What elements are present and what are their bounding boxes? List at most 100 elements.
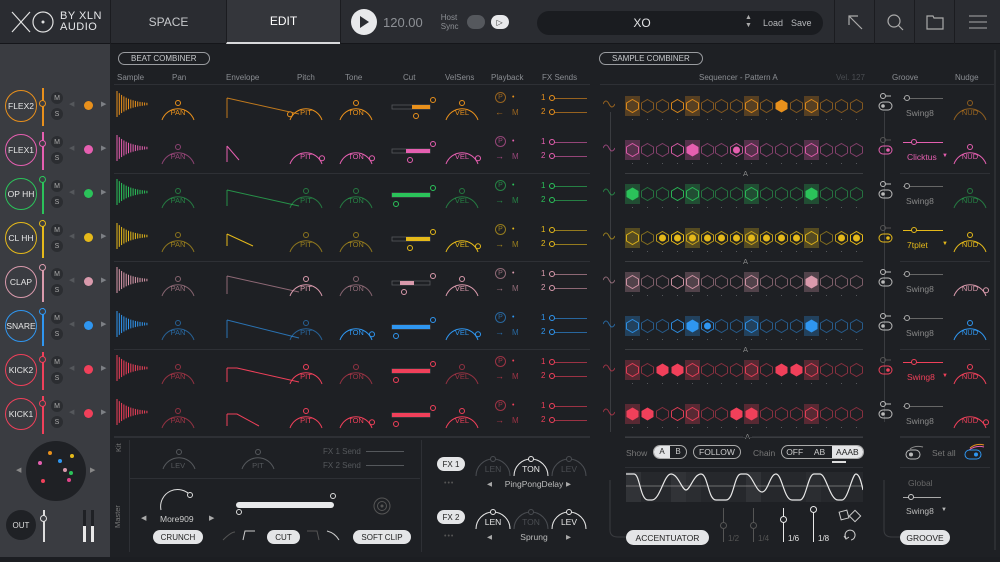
sequencer-step[interactable] <box>744 228 760 248</box>
groove-amount-slider[interactable] <box>903 406 943 407</box>
groove-select[interactable]: 7tplet <box>907 240 928 250</box>
channel-volume-fader[interactable] <box>42 264 44 302</box>
channel-select-button[interactable]: SNARE <box>5 310 37 342</box>
nudge-knob[interactable]: NUD <box>950 400 990 430</box>
sequencer-step[interactable] <box>803 404 819 424</box>
rate-slider-handle[interactable] <box>780 516 787 523</box>
mute-button[interactable]: M <box>51 400 63 412</box>
soft-clip-button[interactable]: SOFT CLIP <box>353 530 411 544</box>
sequencer-step[interactable] <box>790 363 803 377</box>
sequencer-step[interactable] <box>715 186 729 202</box>
sequencer-step[interactable] <box>655 406 669 422</box>
tempo-display[interactable]: 120.00 <box>383 14 423 30</box>
channel-select-button[interactable]: FLEX1 <box>5 134 37 166</box>
sequencer-step[interactable] <box>625 96 640 116</box>
sequencer-step[interactable] <box>760 186 774 202</box>
fx2-lev-knob[interactable]: LEV <box>549 501 589 531</box>
envelope-editor[interactable] <box>225 356 305 386</box>
channel-select-button[interactable]: CL HH <box>5 222 37 254</box>
play-button[interactable] <box>351 9 377 35</box>
playback-m-label[interactable]: M <box>512 372 519 381</box>
tone-knob[interactable]: TON <box>336 180 376 210</box>
playback-trigger-icon[interactable]: • <box>512 270 515 277</box>
sequencer-step[interactable] <box>789 406 803 422</box>
sequencer-step[interactable] <box>730 186 744 202</box>
playback-trigger-icon[interactable]: • <box>512 402 515 409</box>
rate-slider-3[interactable] <box>813 508 814 542</box>
next-sample-arrow-icon[interactable]: ▶ <box>101 409 107 416</box>
sequencer-step[interactable] <box>730 274 744 290</box>
accent-wave-icon[interactable] <box>603 232 615 240</box>
sequencer-step[interactable] <box>819 362 833 378</box>
pitch-knob[interactable]: PIT <box>286 136 326 166</box>
set-all-toggle-icon[interactable] <box>905 445 925 461</box>
sequencer-step[interactable] <box>700 98 714 114</box>
send1-handle[interactable] <box>549 183 555 189</box>
channel-volume-fader[interactable] <box>42 396 44 434</box>
send2-slider[interactable] <box>549 156 587 157</box>
accent-wave-icon[interactable] <box>603 408 615 416</box>
scrollbar[interactable] <box>994 50 996 550</box>
sequencer-step[interactable] <box>730 318 744 334</box>
export-button[interactable] <box>834 0 874 44</box>
sample-waveform[interactable] <box>115 264 155 296</box>
groove-toggle-icon[interactable] <box>878 356 894 376</box>
groove-amount-handle[interactable] <box>904 403 910 409</box>
send2-handle[interactable] <box>549 417 555 423</box>
mute-button[interactable]: M <box>51 268 63 280</box>
sequencer-step[interactable] <box>625 316 640 336</box>
mute-button[interactable]: M <box>51 356 63 368</box>
sequencer-step[interactable] <box>819 142 833 158</box>
nudge-knob[interactable]: NUD <box>950 136 990 166</box>
sequencer-step[interactable] <box>670 318 684 334</box>
sequencer-step[interactable] <box>819 230 833 246</box>
sequencer-step[interactable] <box>700 274 714 290</box>
accent-wave-icon[interactable] <box>603 100 615 108</box>
solo-button[interactable]: S <box>51 328 63 340</box>
master-volume-fader[interactable] <box>43 510 45 542</box>
playback-direction-icon[interactable]: → <box>495 195 504 205</box>
nudge-knob[interactable]: NUD <box>950 224 990 254</box>
channel-select-button[interactable]: FLEX2 <box>5 90 37 122</box>
sequencer-step[interactable] <box>744 404 760 424</box>
fx1-prev-arrow-icon[interactable]: ◀ <box>487 481 492 488</box>
send1-slider[interactable] <box>549 406 587 407</box>
mute-button[interactable]: M <box>51 224 63 236</box>
sequencer-step[interactable] <box>715 230 729 246</box>
send2-handle[interactable] <box>549 329 555 335</box>
mute-button[interactable]: M <box>51 136 63 148</box>
sequencer-step[interactable] <box>641 407 654 421</box>
sequencer-step[interactable] <box>803 360 819 380</box>
playback-m-label[interactable]: M <box>512 196 519 205</box>
sequencer-step[interactable] <box>760 98 774 114</box>
groove-amount-slider[interactable] <box>903 318 943 319</box>
sequencer-step[interactable] <box>700 318 714 334</box>
sequencer-step[interactable] <box>789 230 803 246</box>
pan-knob[interactable]: PAN <box>158 92 198 122</box>
accent-wave-icon[interactable] <box>603 320 615 328</box>
fx2-more-icon[interactable]: ••• <box>444 533 455 540</box>
sequencer-step[interactable] <box>700 142 714 158</box>
send2-slider[interactable] <box>549 112 587 113</box>
channel-select-button[interactable]: KICK1 <box>5 398 37 430</box>
sequencer-step[interactable] <box>744 272 760 292</box>
browser-button[interactable] <box>914 0 954 44</box>
sequencer-step[interactable] <box>789 318 803 334</box>
cut-range[interactable] <box>390 316 440 340</box>
velsens-knob[interactable]: VEL <box>442 180 482 210</box>
master-next-arrow-icon[interactable]: ▶ <box>209 515 215 522</box>
channel-trigger-dot[interactable] <box>84 233 93 242</box>
velsens-knob[interactable]: VEL <box>442 400 482 430</box>
groove-select[interactable]: Swing8 <box>906 108 934 118</box>
playback-m-label[interactable]: M <box>512 284 519 293</box>
rate-slider-handle[interactable] <box>720 522 727 529</box>
playback-m-label[interactable]: M <box>512 328 519 337</box>
sequencer-step[interactable] <box>730 407 743 421</box>
tone-knob[interactable]: TON <box>336 92 376 122</box>
sequencer-step[interactable] <box>655 142 669 158</box>
master-prev-arrow-icon[interactable]: ◀ <box>141 515 147 522</box>
send2-handle[interactable] <box>549 109 555 115</box>
prev-sample-arrow-icon[interactable]: ◀ <box>69 321 75 328</box>
send1-handle[interactable] <box>549 227 555 233</box>
next-sample-arrow-icon[interactable]: ▶ <box>101 277 107 284</box>
